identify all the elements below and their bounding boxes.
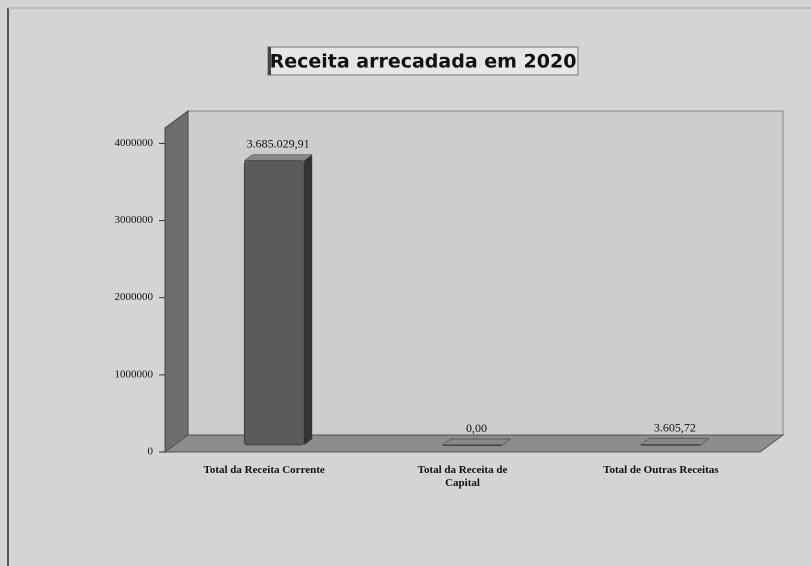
bar: [640, 444, 702, 446]
bar-top: [243, 154, 313, 161]
bar-side: [304, 154, 313, 445]
x-tick-label: Total de Outras Receitas: [603, 464, 719, 476]
side-wall: [164, 110, 189, 453]
y-tick-label: 2000000: [115, 291, 154, 303]
x-tick-label: Total da Receita Corrente: [203, 464, 325, 476]
y-tick-label: 4000000: [115, 137, 154, 149]
bar-top: [640, 438, 710, 445]
bar: [243, 160, 305, 446]
bar: [442, 444, 503, 446]
y-tick-label: 1000000: [115, 368, 154, 380]
title-box-edge: [268, 47, 271, 75]
x-tick-label: Total da Receita de Capital: [417, 464, 508, 489]
value-label: 3.605,72: [654, 420, 696, 434]
value-label: 3.685.029,91: [247, 136, 310, 150]
value-label: 0,00: [466, 421, 487, 435]
y-tick-label: 3000000: [115, 214, 154, 226]
chart-title: Receita arrecadada em 2020: [270, 51, 577, 73]
y-tick-label: 0: [148, 446, 154, 458]
bar-top: [441, 438, 512, 446]
